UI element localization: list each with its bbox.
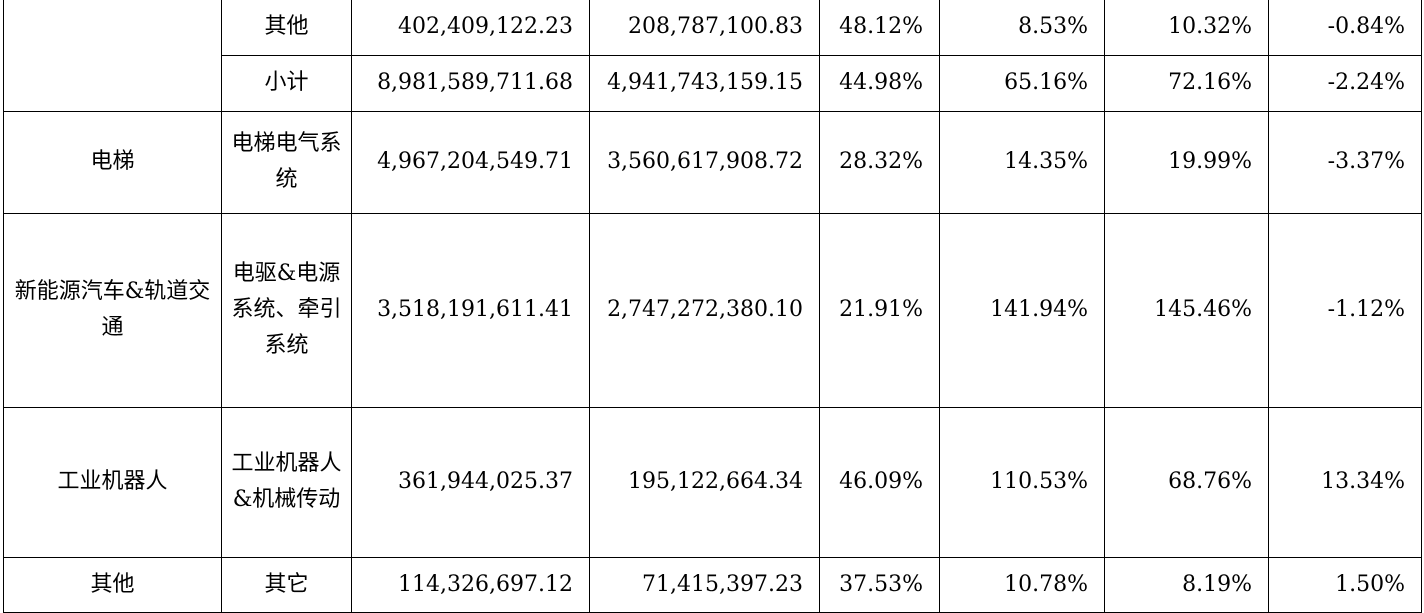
margin-cell: 28.32% xyxy=(819,110,940,214)
product-cell: 其它 xyxy=(221,556,352,613)
category-cell: 电梯 xyxy=(3,110,222,214)
margin-cell: 21.91% xyxy=(819,212,940,408)
revenue-change-cell: 14.35% xyxy=(939,110,1105,214)
revenue-cell: 3,518,191,611.41 xyxy=(351,212,590,408)
cost-cell: 208,787,100.83 xyxy=(589,0,820,56)
revenue-cell: 361,944,025.37 xyxy=(351,406,590,558)
product-cell: 小计 xyxy=(221,54,352,112)
margin-change-cell: -3.37% xyxy=(1268,110,1422,214)
table-row: 工业机器人 工业机器人&机械传动 361,944,025.37 195,122,… xyxy=(3,406,1422,558)
category-cell xyxy=(3,0,222,112)
cost-change-cell: 68.76% xyxy=(1104,406,1269,558)
cost-cell: 195,122,664.34 xyxy=(589,406,820,558)
revenue-change-cell: 110.53% xyxy=(939,406,1105,558)
category-cell: 其他 xyxy=(3,556,222,613)
revenue-change-cell: 65.16% xyxy=(939,54,1105,112)
cost-change-cell: 8.19% xyxy=(1104,556,1269,613)
margin-cell: 46.09% xyxy=(819,406,940,558)
revenue-table: 其他 402,409,122.23 208,787,100.83 48.12% … xyxy=(3,0,1422,613)
table-row: 其他 402,409,122.23 208,787,100.83 48.12% … xyxy=(3,0,1422,112)
product-cell: 电驱&电源系统、牵引系统 xyxy=(221,212,352,408)
margin-cell: 44.98% xyxy=(819,54,940,112)
category-cell: 新能源汽车&轨道交通 xyxy=(3,212,222,408)
revenue-change-cell: 8.53% xyxy=(939,0,1105,56)
revenue-cell: 8,981,589,711.68 xyxy=(351,54,590,112)
revenue-cell: 114,326,697.12 xyxy=(351,556,590,613)
cost-cell: 71,415,397.23 xyxy=(589,556,820,613)
cost-cell: 2,747,272,380.10 xyxy=(589,212,820,408)
cost-change-cell: 19.99% xyxy=(1104,110,1269,214)
cost-cell: 3,560,617,908.72 xyxy=(589,110,820,214)
category-cell: 工业机器人 xyxy=(3,406,222,558)
margin-change-cell: -2.24% xyxy=(1268,54,1422,112)
product-cell: 电梯电气系统 xyxy=(221,110,352,214)
table-row: 电梯 电梯电气系统 4,967,204,549.71 3,560,617,908… xyxy=(3,110,1422,214)
margin-cell: 48.12% xyxy=(819,0,940,56)
margin-change-cell: -0.84% xyxy=(1268,0,1422,56)
margin-change-cell: 13.34% xyxy=(1268,406,1422,558)
cost-cell: 4,941,743,159.15 xyxy=(589,54,820,112)
revenue-cell: 402,409,122.23 xyxy=(351,0,590,56)
table-row: 新能源汽车&轨道交通 电驱&电源系统、牵引系统 3,518,191,611.41… xyxy=(3,212,1422,408)
product-cell: 工业机器人&机械传动 xyxy=(221,406,352,558)
cost-change-cell: 10.32% xyxy=(1104,0,1269,56)
margin-cell: 37.53% xyxy=(819,556,940,613)
revenue-cell: 4,967,204,549.71 xyxy=(351,110,590,214)
revenue-change-cell: 10.78% xyxy=(939,556,1105,613)
cost-change-cell: 72.16% xyxy=(1104,54,1269,112)
product-cell: 其他 xyxy=(221,0,352,56)
margin-change-cell: 1.50% xyxy=(1268,556,1422,613)
cost-change-cell: 145.46% xyxy=(1104,212,1269,408)
table-row: 其他 其它 114,326,697.12 71,415,397.23 37.53… xyxy=(3,556,1422,613)
revenue-change-cell: 141.94% xyxy=(939,212,1105,408)
margin-change-cell: -1.12% xyxy=(1268,212,1422,408)
